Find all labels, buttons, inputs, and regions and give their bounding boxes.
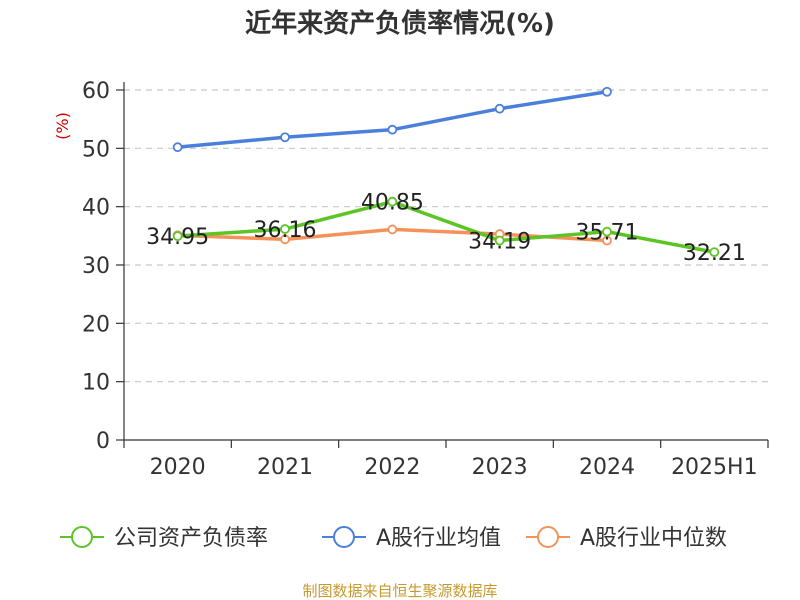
series-line [177, 199, 715, 254]
x-tick-label: 2021 [257, 455, 313, 480]
y-tick-label: 0 [96, 429, 110, 454]
y-tick-label: 40 [82, 196, 110, 221]
legend-swatch-marker [537, 526, 559, 548]
data-point [280, 224, 290, 234]
data-point [709, 247, 720, 258]
legend-swatch-marker [333, 526, 355, 548]
data-point [280, 132, 290, 143]
y-tick-label: 50 [82, 137, 110, 162]
series-line [177, 90, 608, 149]
legend-item[interactable]: 公司资产负债率 [60, 526, 268, 551]
y-tick-label: 10 [82, 371, 110, 396]
data-point [602, 86, 612, 97]
grid-layer [124, 89, 768, 383]
y-tick-label: 60 [82, 79, 110, 104]
data-label: 40.85 [361, 191, 424, 216]
x-tick-label: 2022 [364, 455, 420, 480]
data-point [387, 196, 398, 207]
chart-title: 近年来资产负债率情况(%) [245, 8, 555, 39]
data-point [387, 124, 398, 135]
axis-layer: 0 10 20 30 40 50 60 2020 2021 2022 2023 2024 2025H1 [82, 79, 769, 480]
data-point [387, 224, 398, 235]
legend-item[interactable]: A股行业均值 [322, 526, 501, 551]
legend-swatch-marker [71, 526, 93, 548]
legend-label: A股行业中位数 [580, 526, 727, 551]
data-point [494, 235, 505, 246]
data-point [280, 234, 290, 245]
data-label: 34.95 [146, 225, 209, 250]
y-tick-label: 30 [82, 254, 110, 279]
legend-label: A股行业均值 [376, 526, 501, 551]
data-label: 36.16 [254, 218, 317, 243]
data-label: 35.71 [576, 221, 639, 246]
series-layer [172, 86, 720, 258]
legend-label: 公司资产负债率 [114, 526, 268, 551]
legend-item[interactable]: A股行业中位数 [526, 526, 727, 551]
data-label: 34.19 [468, 230, 531, 255]
x-tick-label: 2023 [472, 455, 528, 480]
data-point [494, 103, 505, 114]
data-label: 32.21 [683, 241, 746, 266]
data-point [172, 231, 183, 242]
data-label-layer: 34.95 36.16 40.85 34.19 35.71 32.21 [146, 191, 746, 266]
legend: 公司资产负债率 A股行业均值 A股行业中位数 [60, 526, 727, 551]
x-tick-label: 2020 [150, 455, 206, 480]
x-tick-label: 2024 [579, 455, 635, 480]
data-point [172, 142, 183, 153]
y-tick-label: 20 [82, 312, 110, 337]
source-note: 制图数据来自恒生聚源数据库 [302, 582, 497, 600]
x-tick-label: 2025H1 [671, 455, 758, 480]
y-axis-unit-label: (%) [53, 112, 72, 140]
data-point [602, 226, 612, 237]
